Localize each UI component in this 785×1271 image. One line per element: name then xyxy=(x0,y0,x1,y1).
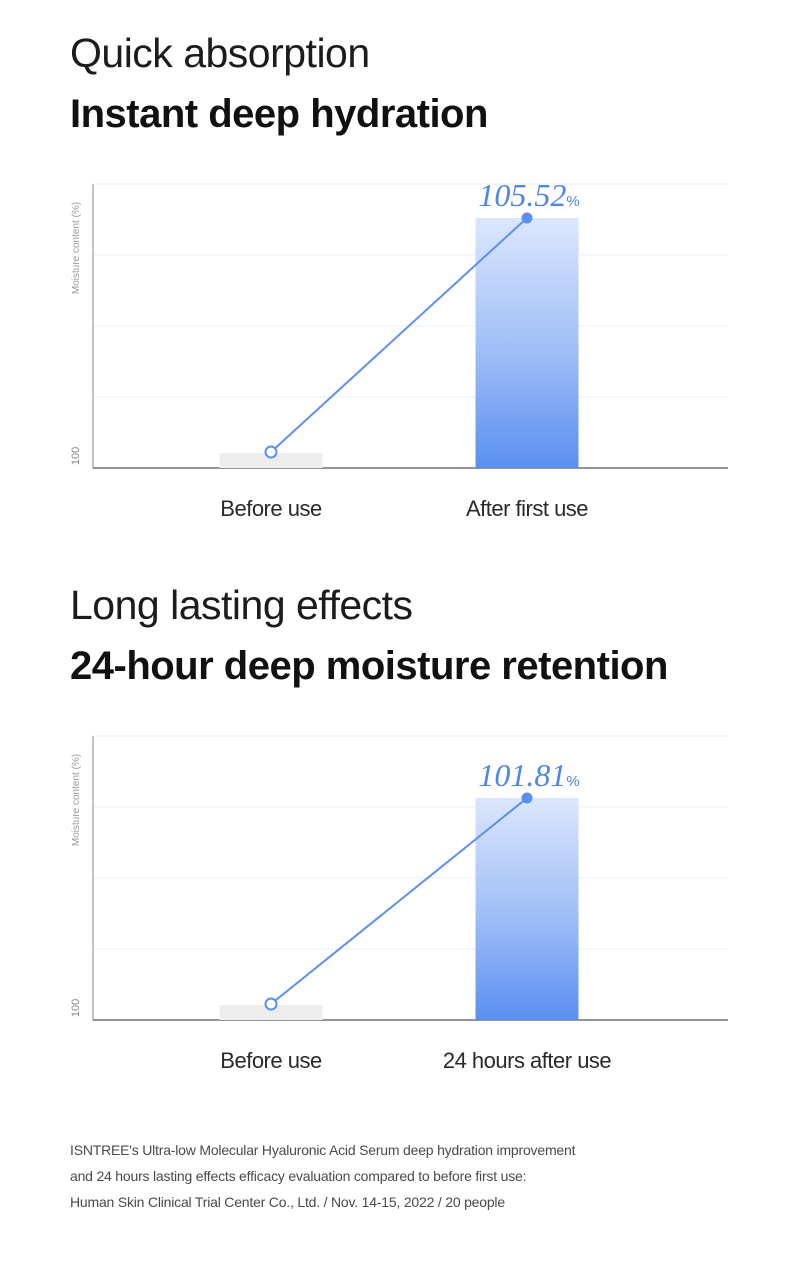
section-subtitle: Quick absorption xyxy=(70,30,370,76)
data-label: 101.81% xyxy=(478,757,579,793)
chart-instant-hydration: Moisture content (%) 100 105.52% Before use… xyxy=(70,177,728,521)
trend-line xyxy=(270,797,528,1005)
footnote-line: and 24 hours lasting effects efficacy ev… xyxy=(70,1168,527,1184)
y-tick-label: 100 xyxy=(70,999,82,1017)
x-tick-label: Before use xyxy=(220,496,322,521)
x-tick-label: 24 hours after use xyxy=(443,1048,612,1073)
y-axis-label: Moisture content (%) xyxy=(71,202,82,294)
chart-moisture-retention: Moisture content (%) 100 101.81% Before use… xyxy=(70,735,728,1073)
footnote: ISNTREE's Ultra-low Molecular Hyaluronic… xyxy=(70,1137,575,1215)
section-title: 24-hour deep moisture retention xyxy=(70,644,668,688)
bar-before xyxy=(219,1005,323,1020)
point-before xyxy=(264,445,278,459)
x-tick-label: Before use xyxy=(220,1048,322,1073)
point-after xyxy=(521,792,533,804)
section-title: Instant deep hydration xyxy=(70,92,488,136)
footnote-line: Human Skin Clinical Trial Center Co., Lt… xyxy=(70,1194,505,1210)
x-tick-label: After first use xyxy=(466,496,588,521)
y-tick-label: 100 xyxy=(70,447,82,465)
data-label: 105.52% xyxy=(478,177,579,213)
bar-after xyxy=(475,218,579,468)
section-subtitle: Long lasting effects xyxy=(70,582,413,628)
bar-before xyxy=(219,453,323,468)
y-axis-label: Moisture content (%) xyxy=(71,754,82,846)
bar-after xyxy=(475,798,579,1020)
point-before xyxy=(264,997,278,1011)
footnote-line: ISNTREE's Ultra-low Molecular Hyaluronic… xyxy=(70,1142,576,1158)
point-after xyxy=(521,212,533,224)
trend-line xyxy=(270,217,528,453)
